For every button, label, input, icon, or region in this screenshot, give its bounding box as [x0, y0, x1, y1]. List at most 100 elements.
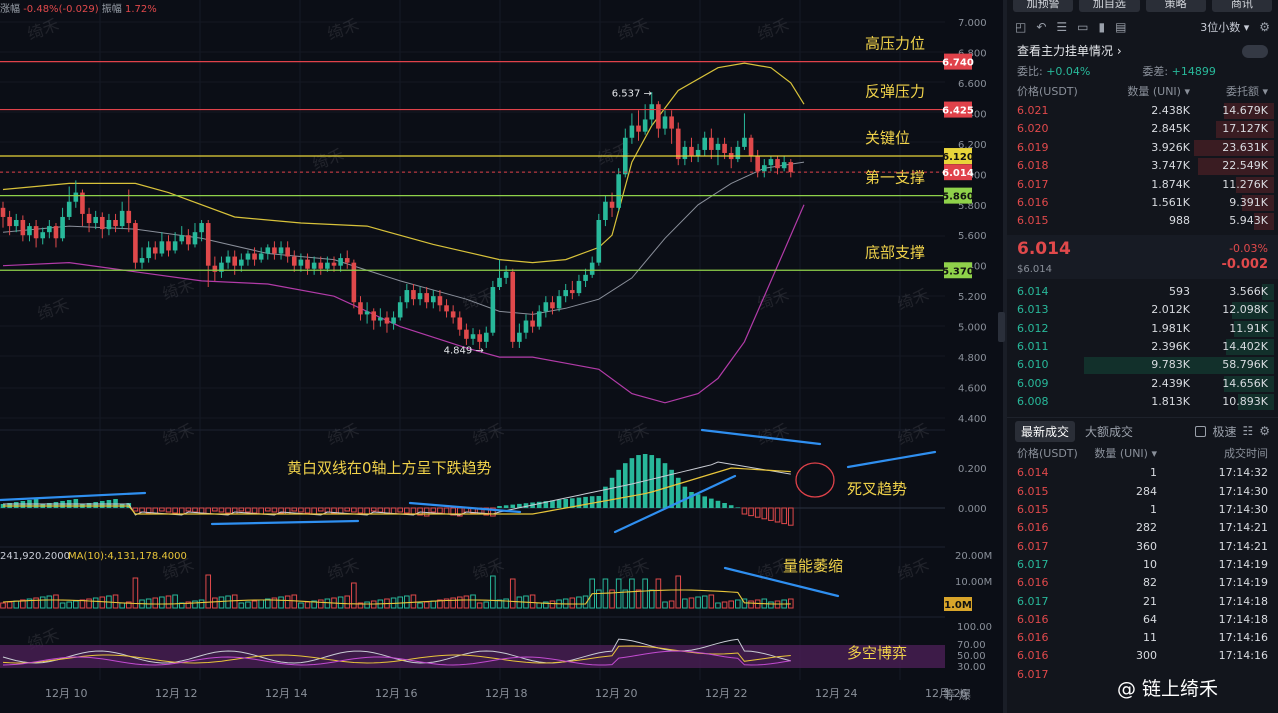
- ask-row[interactable]: 6.019 3.926K 23.631K: [1007, 139, 1278, 157]
- candle-body: [497, 277, 502, 288]
- macd-histogram-bar: [550, 500, 555, 508]
- candle-body: [781, 162, 787, 169]
- ask-row[interactable]: 6.021 2.438K 14.679K: [1007, 102, 1278, 120]
- macd-histogram-bar: [689, 492, 694, 508]
- volume-bar: [304, 601, 311, 609]
- mid-price: 6.014: [1017, 238, 1071, 259]
- candle-body: [556, 296, 562, 309]
- ask-row[interactable]: 6.015 988 5.943K: [1007, 212, 1278, 230]
- bid-row[interactable]: 6.008 1.813K 10.893K: [1007, 393, 1278, 411]
- volume-bar: [708, 594, 715, 609]
- trade-price: 6.017: [1017, 594, 1049, 608]
- bid-row[interactable]: 6.011 2.396K 14.402K: [1007, 338, 1278, 356]
- bids-view-icon[interactable]: ▮: [1098, 20, 1106, 34]
- macd-histogram-bar: [774, 507, 781, 523]
- ask-price: 6.017: [1017, 177, 1049, 191]
- bid-row[interactable]: 6.013 2.012K 12.098K: [1007, 301, 1278, 319]
- bid-price: 6.008: [1017, 395, 1049, 409]
- bid-row[interactable]: 6.010 9.783K 58.796K: [1007, 356, 1278, 374]
- candle-body: [13, 220, 19, 227]
- candle-body: [788, 162, 794, 173]
- candle-body: [205, 223, 211, 266]
- kline-chart[interactable]: 7.000 6.800 6.600 6.400 6.200 6.000 5.800 5.600…: [0, 0, 1003, 713]
- main-orders-toggle[interactable]: [1242, 44, 1268, 58]
- volume-bar: [317, 599, 324, 609]
- tab-latest-trades[interactable]: 最新成交: [1015, 420, 1076, 442]
- trade-qty: 10: [1143, 557, 1157, 571]
- macd-histogram-bar: [781, 507, 787, 525]
- amplitude-label: 振幅: [101, 4, 122, 15]
- candle-body: [636, 125, 641, 132]
- x-axis-label: 12月 20: [595, 687, 638, 700]
- ask-price: 6.020: [1017, 122, 1049, 136]
- alert-button[interactable]: 加预警: [1013, 0, 1074, 12]
- volume-bar: [351, 582, 357, 609]
- decimals-select[interactable]: 3位小数 ▾: [1200, 21, 1250, 34]
- list-icon[interactable]: ☰: [1056, 20, 1068, 34]
- candle-body: [100, 216, 105, 230]
- trade-row: 6.016 82 17:14:19: [1007, 574, 1278, 592]
- candle-body: [325, 262, 330, 269]
- macd-histogram-bar: [609, 477, 615, 508]
- ask-row[interactable]: 6.018 3.747K 22.549K: [1007, 157, 1278, 175]
- trade-qty-header[interactable]: 数量 (UNI) ▾: [1094, 447, 1157, 461]
- main-orders-link[interactable]: 查看主力挂单情况 ›: [1007, 40, 1278, 62]
- asks-view-icon[interactable]: ▤: [1115, 20, 1127, 34]
- macd-histogram-bar: [510, 504, 516, 508]
- rsi-annotation: 多空博弈: [847, 644, 907, 662]
- candle-body: [417, 293, 423, 300]
- filter-icon[interactable]: ☷: [1242, 424, 1254, 439]
- undo-icon[interactable]: ↶: [1036, 20, 1047, 34]
- ask-qty: 3.747K: [1151, 159, 1190, 173]
- bid-row[interactable]: 6.009 2.439K 14.656K: [1007, 375, 1278, 393]
- candle-body: [278, 247, 284, 254]
- volume-bar: [198, 599, 205, 609]
- macd-histogram-bar: [139, 507, 145, 513]
- volume-bar: [79, 599, 86, 609]
- candle-body: [762, 165, 767, 172]
- trades-header: 价格(USDT) 数量 (UNI) ▾ 成交时间: [1007, 444, 1278, 464]
- macd-histogram-bar: [271, 507, 278, 513]
- volume-bar: [225, 595, 231, 609]
- volume-bar: [516, 596, 523, 609]
- ask-row[interactable]: 6.016 1.561K 9.391K: [1007, 194, 1278, 212]
- macd-histogram-bar: [245, 507, 251, 513]
- macd-histogram-bar: [278, 507, 284, 514]
- candle-body: [212, 265, 218, 272]
- bid-row[interactable]: 6.012 1.981K 11.91K: [1007, 320, 1278, 338]
- trade-time: 17:14:16: [1218, 631, 1268, 645]
- watermark-text: 绮禾: [470, 420, 507, 449]
- volume-bar: [298, 602, 304, 609]
- macd-histogram-bar: [722, 503, 727, 508]
- macd-histogram-bar: [523, 503, 529, 508]
- trade-row: 6.017 360 17:14:21: [1007, 538, 1278, 556]
- candle-body: [351, 262, 357, 303]
- ask-row[interactable]: 6.020 2.845K 17.127K: [1007, 120, 1278, 138]
- panel-resize-handle[interactable]: [998, 312, 1005, 342]
- kline-chart-area[interactable]: 7.000 6.800 6.600 6.400 6.200 6.000 5.800 5.600…: [0, 0, 1003, 713]
- candle-body: [166, 241, 171, 251]
- fast-checkbox[interactable]: [1195, 425, 1207, 437]
- layout-icon[interactable]: ◰: [1015, 20, 1027, 34]
- ask-row[interactable]: 6.017 1.874K 11.276K: [1007, 176, 1278, 194]
- volume-bar: [470, 594, 476, 609]
- total-header[interactable]: 委托额 ▾: [1225, 85, 1268, 98]
- tab-large-trades[interactable]: 大额成交: [1085, 424, 1134, 439]
- bid-row[interactable]: 6.014 593 3.566K: [1007, 283, 1278, 301]
- macd-histogram-bar: [748, 507, 754, 517]
- gear-icon[interactable]: ⚙: [1259, 20, 1270, 34]
- strategy-button[interactable]: 策略: [1145, 0, 1206, 12]
- volume-ma-line: [2, 589, 791, 605]
- volume-bar: [483, 601, 490, 609]
- candle-body: [126, 210, 132, 224]
- macd-histogram-bar: [741, 507, 748, 515]
- candle-body: [119, 210, 125, 227]
- qty-header[interactable]: 数量 (UNI) ▾: [1127, 85, 1190, 98]
- news-button[interactable]: 商讯: [1211, 0, 1272, 12]
- bid-total: 11.91K: [1229, 321, 1268, 335]
- settings-icon[interactable]: ⚙: [1259, 424, 1270, 439]
- macd-histogram-bar: [503, 505, 509, 508]
- watchlist-button[interactable]: 加自选: [1079, 0, 1140, 12]
- trade-tabs: 最新成交 大额成交 极速 ☷ ⚙: [1007, 417, 1278, 444]
- both-view-icon[interactable]: ▭: [1077, 20, 1089, 34]
